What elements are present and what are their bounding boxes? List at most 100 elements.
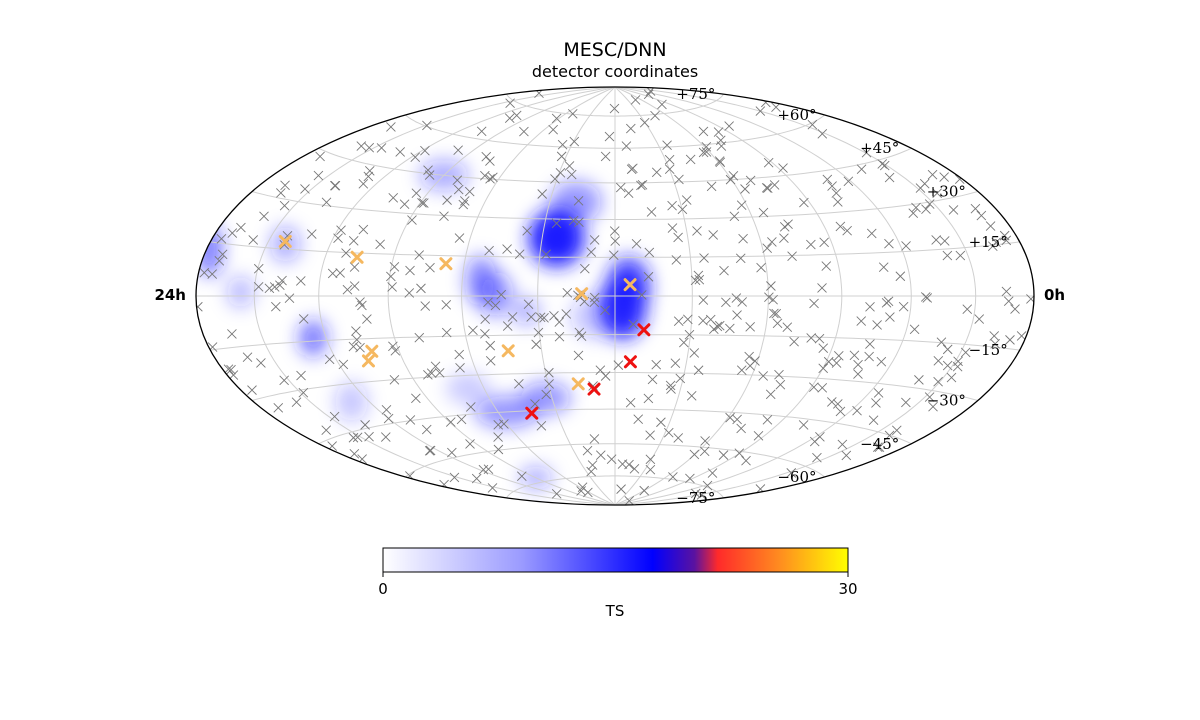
event-marker bbox=[338, 359, 349, 370]
event-marker bbox=[990, 339, 1000, 349]
event-marker bbox=[411, 393, 421, 404]
event-marker bbox=[484, 245, 494, 256]
event-marker bbox=[480, 170, 490, 181]
event-marker bbox=[349, 281, 360, 291]
event-marker bbox=[764, 292, 774, 303]
event-marker bbox=[928, 401, 938, 412]
event-marker bbox=[630, 95, 641, 105]
event-marker bbox=[549, 310, 559, 321]
event-marker bbox=[689, 449, 700, 460]
event-marker bbox=[955, 250, 966, 261]
event-marker bbox=[459, 196, 470, 206]
ts-blob bbox=[478, 272, 514, 317]
event-marker bbox=[600, 371, 611, 381]
event-marker bbox=[485, 173, 495, 184]
event-marker bbox=[335, 268, 345, 278]
ts-blob bbox=[299, 320, 328, 357]
event-marker bbox=[505, 98, 515, 109]
event-marker bbox=[731, 293, 742, 303]
event-marker bbox=[872, 320, 882, 330]
event-marker bbox=[879, 160, 890, 171]
event-marker bbox=[609, 226, 620, 236]
event-marker bbox=[664, 154, 675, 165]
event-marker bbox=[861, 147, 872, 158]
event-marker bbox=[481, 151, 492, 162]
event-marker bbox=[609, 103, 620, 114]
event-marker bbox=[333, 233, 343, 243]
event-marker bbox=[734, 448, 745, 459]
event-marker bbox=[667, 200, 677, 211]
event-marker bbox=[877, 159, 888, 169]
event-marker bbox=[536, 421, 547, 431]
event-marker bbox=[884, 172, 895, 183]
event-marker bbox=[946, 372, 957, 383]
event-marker bbox=[514, 249, 525, 259]
event-marker bbox=[931, 235, 941, 245]
longitude-gridline bbox=[614, 87, 693, 505]
event-marker bbox=[692, 226, 702, 236]
event-marker bbox=[490, 300, 501, 311]
event-marker bbox=[296, 370, 306, 381]
event-marker bbox=[496, 289, 507, 300]
event-marker bbox=[557, 139, 568, 150]
event-marker bbox=[589, 292, 600, 303]
event-marker bbox=[812, 452, 822, 463]
event-marker bbox=[786, 468, 797, 478]
event-marker bbox=[589, 434, 600, 444]
ts-blob bbox=[550, 181, 602, 223]
event-marker bbox=[818, 363, 829, 374]
event-marker bbox=[541, 389, 552, 400]
event-marker bbox=[694, 274, 705, 285]
event-marker bbox=[699, 446, 710, 457]
event-marker bbox=[686, 390, 697, 401]
event-marker bbox=[919, 178, 930, 189]
event-marker bbox=[554, 317, 565, 327]
event-marker bbox=[502, 321, 513, 331]
event-marker bbox=[871, 398, 881, 408]
event-marker bbox=[699, 253, 709, 263]
event-marker bbox=[924, 199, 935, 209]
event-marker bbox=[445, 417, 456, 427]
latitude-label: −75° bbox=[676, 489, 715, 507]
event-marker bbox=[631, 238, 642, 249]
event-marker bbox=[256, 358, 266, 368]
event-marker bbox=[909, 324, 920, 335]
event-marker bbox=[737, 297, 747, 307]
longitude-label-right: 0h bbox=[1044, 286, 1065, 304]
event-marker bbox=[769, 180, 780, 190]
event-marker bbox=[942, 250, 953, 261]
event-marker bbox=[651, 359, 662, 370]
event-marker bbox=[279, 200, 290, 211]
event-marker bbox=[363, 171, 374, 182]
event-marker bbox=[921, 204, 931, 215]
event-marker bbox=[901, 397, 911, 408]
event-marker bbox=[675, 373, 686, 384]
hotspot-high-marker bbox=[525, 406, 539, 420]
event-marker bbox=[884, 238, 894, 249]
event-marker bbox=[645, 454, 656, 465]
event-marker bbox=[856, 316, 867, 326]
event-marker bbox=[422, 120, 432, 131]
event-marker bbox=[279, 375, 289, 386]
event-marker bbox=[430, 361, 441, 372]
event-marker bbox=[424, 170, 435, 180]
event-marker bbox=[725, 174, 736, 185]
event-marker bbox=[404, 288, 415, 298]
event-marker bbox=[349, 262, 360, 272]
event-marker bbox=[684, 329, 695, 340]
event-marker bbox=[405, 265, 415, 276]
event-marker bbox=[417, 197, 427, 208]
event-marker bbox=[637, 180, 648, 190]
colorbar: 0 30 TS bbox=[378, 547, 858, 620]
event-marker bbox=[454, 349, 465, 360]
event-marker bbox=[729, 211, 740, 222]
event-marker bbox=[644, 247, 655, 258]
event-marker bbox=[673, 316, 684, 326]
event-marker bbox=[329, 411, 340, 422]
event-marker bbox=[908, 208, 919, 218]
event-marker bbox=[665, 380, 676, 391]
event-marker bbox=[551, 489, 562, 499]
event-marker bbox=[544, 367, 554, 378]
event-marker bbox=[507, 312, 518, 322]
event-marker bbox=[628, 163, 638, 174]
